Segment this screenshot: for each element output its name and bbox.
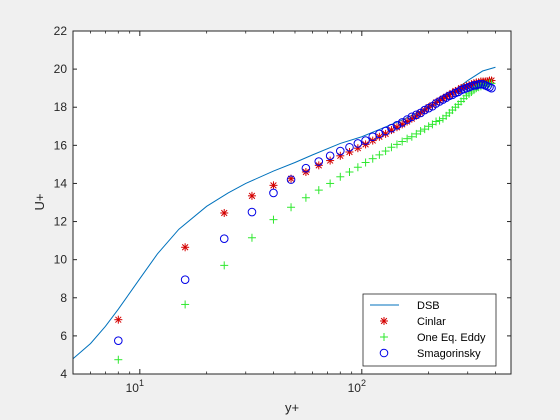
data-point-one-eq-eddy xyxy=(314,186,323,195)
data-layer xyxy=(72,66,496,364)
data-point-smagorinsky xyxy=(353,139,363,148)
data-point-smagorinsky xyxy=(469,81,479,90)
legend-swatch-cinlar xyxy=(380,317,388,325)
data-point-smagorinsky xyxy=(269,188,278,198)
data-point-smagorinsky xyxy=(407,112,417,122)
legend-label-one-eq-eddy: One Eq. Eddy xyxy=(417,332,486,344)
data-point-smagorinsky xyxy=(325,151,335,161)
data-point-smagorinsky xyxy=(301,163,311,173)
y-tick-label: 18 xyxy=(54,100,68,114)
data-point-cinlar xyxy=(247,191,256,200)
data-point-one-eq-eddy xyxy=(361,158,370,167)
data-point-one-eq-eddy xyxy=(398,137,407,146)
data-point-smagorinsky xyxy=(487,83,496,93)
y-tick-label: 4 xyxy=(60,367,67,381)
legend-item-cinlar: Cinlar xyxy=(380,316,446,328)
y-tick-label: 12 xyxy=(54,215,68,229)
data-point-smagorinsky xyxy=(420,105,429,115)
data-point-one-eq-eddy xyxy=(220,261,229,270)
data-point-smagorinsky xyxy=(286,175,296,184)
x-axis-label: y+ xyxy=(285,400,299,415)
data-point-smagorinsky xyxy=(397,118,407,127)
legend-swatch-smagorinsky xyxy=(379,348,389,358)
data-point-cinlar xyxy=(345,148,354,157)
y-tick-label: 14 xyxy=(54,176,68,190)
y-axis-label: U+ xyxy=(32,194,47,211)
data-point-one-eq-eddy xyxy=(432,117,441,126)
y-tick-label: 6 xyxy=(60,329,67,343)
data-point-one-eq-eddy xyxy=(403,134,412,143)
data-point-one-eq-eddy xyxy=(424,122,433,131)
x-tick-label: 102 xyxy=(348,378,366,395)
data-point-cinlar xyxy=(353,144,362,153)
legend-marker-cinlar xyxy=(380,317,388,325)
data-point-one-eq-eddy xyxy=(345,168,354,177)
y-tick-label: 8 xyxy=(60,291,67,305)
data-point-cinlar xyxy=(114,315,123,324)
plot-frame xyxy=(72,30,512,375)
data-point-one-eq-eddy xyxy=(412,129,421,138)
data-point-smagorinsky xyxy=(453,87,463,97)
data-point-one-eq-eddy xyxy=(381,147,390,156)
legend-label-dsb: DSB xyxy=(417,300,440,312)
legend: DSB Cinlar One Eq. Eddy Smagorinsky xyxy=(362,293,497,367)
y-tick-label: 22 xyxy=(54,24,68,38)
data-point-cinlar xyxy=(269,181,278,190)
data-point-smagorinsky xyxy=(114,336,123,345)
data-point-one-eq-eddy xyxy=(326,179,335,188)
data-point-smagorinsky xyxy=(402,115,412,124)
x-tick-label: 101 xyxy=(126,378,144,395)
series-smagorinsky xyxy=(114,80,496,345)
data-point-one-eq-eddy xyxy=(407,132,416,141)
y-tick-label: 16 xyxy=(54,138,68,152)
data-point-one-eq-eddy xyxy=(269,215,278,224)
legend-label-smagorinsky: Smagorinsky xyxy=(417,348,481,360)
legend-box xyxy=(362,293,497,367)
data-point-smagorinsky xyxy=(247,207,257,217)
data-point-smagorinsky xyxy=(219,234,229,244)
y-tick-label: 10 xyxy=(54,253,68,267)
data-point-one-eq-eddy xyxy=(368,154,377,163)
legend-item-dsb: DSB xyxy=(370,300,440,312)
data-point-cinlar xyxy=(181,243,190,252)
data-point-one-eq-eddy xyxy=(375,150,384,159)
data-point-smagorinsky xyxy=(345,142,354,152)
data-point-one-eq-eddy xyxy=(114,355,123,364)
data-point-smagorinsky xyxy=(387,123,396,133)
data-point-one-eq-eddy xyxy=(392,140,401,149)
data-point-one-eq-eddy xyxy=(301,193,310,202)
data-point-smagorinsky xyxy=(314,157,324,166)
data-point-smagorinsky xyxy=(476,80,486,89)
data-point-one-eq-eddy xyxy=(353,163,362,172)
data-point-cinlar xyxy=(326,156,335,165)
data-point-one-eq-eddy xyxy=(287,203,296,212)
data-point-one-eq-eddy xyxy=(387,143,396,152)
data-point-cinlar xyxy=(336,151,345,160)
data-point-cinlar xyxy=(416,108,425,117)
data-point-smagorinsky xyxy=(180,275,190,284)
y-tick-label: 20 xyxy=(54,62,68,76)
data-point-smagorinsky xyxy=(412,110,421,120)
legend-marker-one-eq-eddy xyxy=(380,333,388,341)
data-point-one-eq-eddy xyxy=(181,300,190,309)
data-point-one-eq-eddy xyxy=(247,233,256,242)
data-point-one-eq-eddy xyxy=(336,172,345,181)
data-point-smagorinsky xyxy=(474,80,483,89)
data-point-smagorinsky xyxy=(361,136,370,145)
data-point-cinlar xyxy=(220,208,229,217)
legend-item-one-eq-eddy: One Eq. Eddy xyxy=(380,332,486,344)
legend-swatch-one-eq-eddy xyxy=(380,333,388,341)
legend-label-cinlar: Cinlar xyxy=(417,316,446,328)
data-point-one-eq-eddy xyxy=(416,127,425,136)
data-point-smagorinsky xyxy=(335,146,345,156)
axes: 4 6 8 10 12 14 16 18 20 22 101 102 xyxy=(54,24,511,395)
data-point-smagorinsky xyxy=(392,121,402,130)
legend-marker-smagorinsky xyxy=(379,348,389,358)
data-point-one-eq-eddy xyxy=(435,116,444,125)
legend-item-smagorinsky: Smagorinsky xyxy=(379,348,481,360)
